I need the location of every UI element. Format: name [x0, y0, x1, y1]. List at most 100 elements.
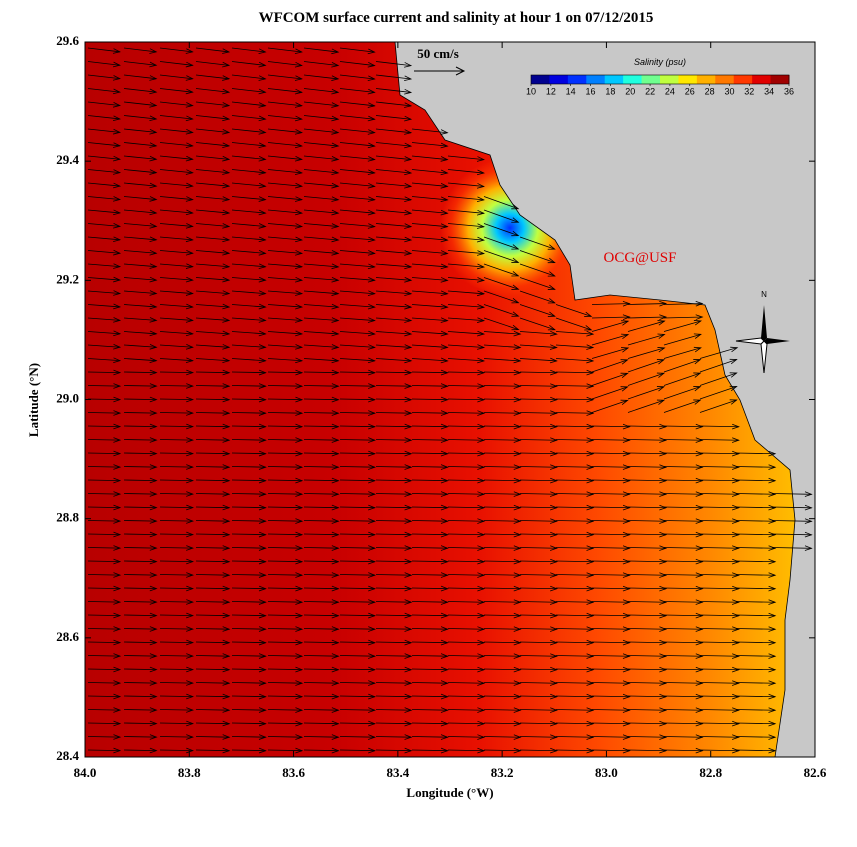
arrow-head	[112, 128, 122, 135]
current-arrow	[339, 88, 376, 95]
arrow-head	[477, 357, 486, 364]
arrow-shaft	[159, 493, 193, 495]
current-arrow	[231, 330, 267, 337]
arrow-shaft	[591, 320, 629, 332]
arrow-head	[404, 626, 413, 632]
current-arrow	[123, 303, 158, 310]
arrow-head	[185, 88, 194, 95]
arrow-head	[331, 156, 340, 162]
current-arrow	[447, 639, 486, 646]
current-arrow	[663, 693, 704, 700]
current-arrow	[159, 720, 194, 727]
arrow-shaft	[123, 520, 157, 522]
arrow-shaft	[663, 493, 703, 495]
arrow-head	[222, 250, 231, 256]
arrow-head	[367, 115, 376, 122]
arrow-shaft	[375, 439, 412, 441]
arrow-shaft	[195, 358, 230, 362]
current-arrow	[267, 626, 304, 632]
current-arrow	[591, 545, 631, 551]
arrow-shaft	[411, 331, 448, 335]
arrow-head	[695, 572, 704, 578]
current-arrow	[591, 639, 631, 646]
current-arrow	[555, 585, 595, 592]
current-arrow	[411, 585, 449, 592]
arrow-shaft	[267, 115, 302, 120]
arrow-head	[440, 720, 449, 727]
arrow-head	[622, 639, 631, 646]
arrow-head	[331, 317, 340, 323]
current-arrow	[267, 169, 304, 175]
arrow-head	[367, 48, 376, 55]
arrow-head	[113, 330, 122, 337]
arrow-shaft	[483, 412, 521, 414]
arrow-shaft	[87, 574, 121, 576]
current-arrow	[195, 330, 231, 337]
arrow-head	[149, 128, 158, 135]
current-arrow	[483, 747, 522, 754]
current-arrow	[123, 653, 158, 659]
current-arrow	[123, 263, 158, 269]
arrow-head	[476, 196, 485, 203]
arrow-head	[440, 450, 449, 457]
current-arrow	[519, 236, 556, 250]
arrow-shaft	[123, 250, 157, 254]
arrow-head	[440, 707, 449, 713]
arrow-head	[440, 357, 449, 364]
current-arrow	[375, 223, 413, 229]
current-arrow	[591, 477, 631, 484]
current-arrow	[447, 344, 486, 350]
arrow-head	[404, 369, 413, 376]
current-arrow	[195, 115, 231, 122]
arrow-head	[586, 599, 595, 605]
current-arrow	[231, 410, 267, 416]
current-arrow	[303, 545, 340, 551]
arrow-head	[331, 263, 340, 270]
current-arrow	[411, 747, 449, 754]
arrow-head	[404, 464, 413, 470]
current-arrow	[447, 504, 486, 511]
arrow-head	[659, 504, 668, 511]
arrow-shaft	[627, 709, 666, 711]
arrow-head	[113, 626, 122, 632]
arrow-head	[513, 330, 522, 337]
arrow-shaft	[267, 101, 302, 107]
arrow-shaft	[375, 155, 412, 160]
current-arrow	[627, 359, 666, 373]
arrow-head	[295, 344, 304, 350]
current-arrow	[339, 101, 376, 108]
arrow-head	[331, 142, 340, 149]
arrow-shaft	[195, 331, 230, 335]
arrow-shaft	[591, 425, 630, 428]
arrow-shaft	[483, 331, 521, 335]
arrow-shaft	[375, 74, 412, 80]
current-arrow	[663, 639, 704, 646]
arrow-head	[621, 320, 630, 326]
arrow-head	[620, 386, 629, 392]
arrow-head	[367, 303, 376, 310]
current-arrow	[339, 317, 376, 323]
arrow-shaft	[267, 236, 302, 241]
current-arrow	[483, 666, 522, 673]
current-arrow	[519, 680, 558, 686]
arrow-shaft	[483, 493, 521, 495]
arrow-shaft	[519, 614, 557, 617]
arrow-head	[185, 357, 194, 364]
current-arrow	[231, 142, 267, 149]
arrow-shaft	[375, 695, 412, 698]
arrow-shaft	[87, 209, 120, 214]
current-arrow	[339, 558, 376, 565]
arrow-head	[513, 344, 522, 350]
arrow-shaft	[447, 196, 484, 201]
current-arrow	[87, 357, 122, 363]
arrow-head	[258, 250, 267, 256]
current-arrow	[339, 223, 376, 229]
current-arrow	[483, 639, 522, 646]
arrow-shaft	[195, 709, 230, 711]
current-arrow	[231, 303, 267, 310]
current-arrow	[87, 410, 122, 416]
current-arrow	[555, 666, 595, 673]
arrow-shaft	[411, 520, 448, 522]
arrow-head	[295, 599, 304, 605]
current-arrow	[555, 317, 593, 331]
